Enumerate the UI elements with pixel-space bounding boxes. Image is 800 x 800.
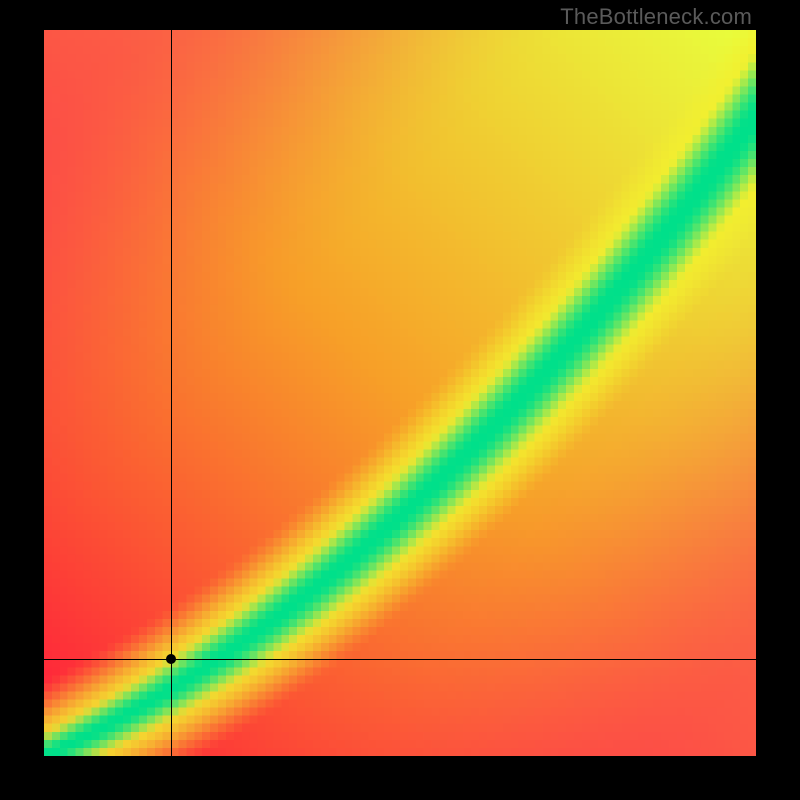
watermark-text: TheBottleneck.com [560, 4, 752, 30]
crosshair-horizontal [44, 659, 756, 660]
crosshair-vertical [171, 30, 172, 756]
bottleneck-heatmap [44, 30, 756, 756]
plot-area [44, 30, 756, 756]
selection-marker [166, 654, 176, 664]
